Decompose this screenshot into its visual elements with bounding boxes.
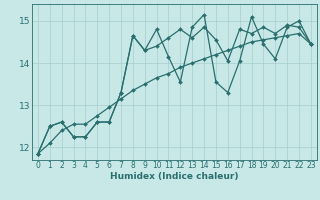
X-axis label: Humidex (Indice chaleur): Humidex (Indice chaleur): [110, 172, 239, 181]
